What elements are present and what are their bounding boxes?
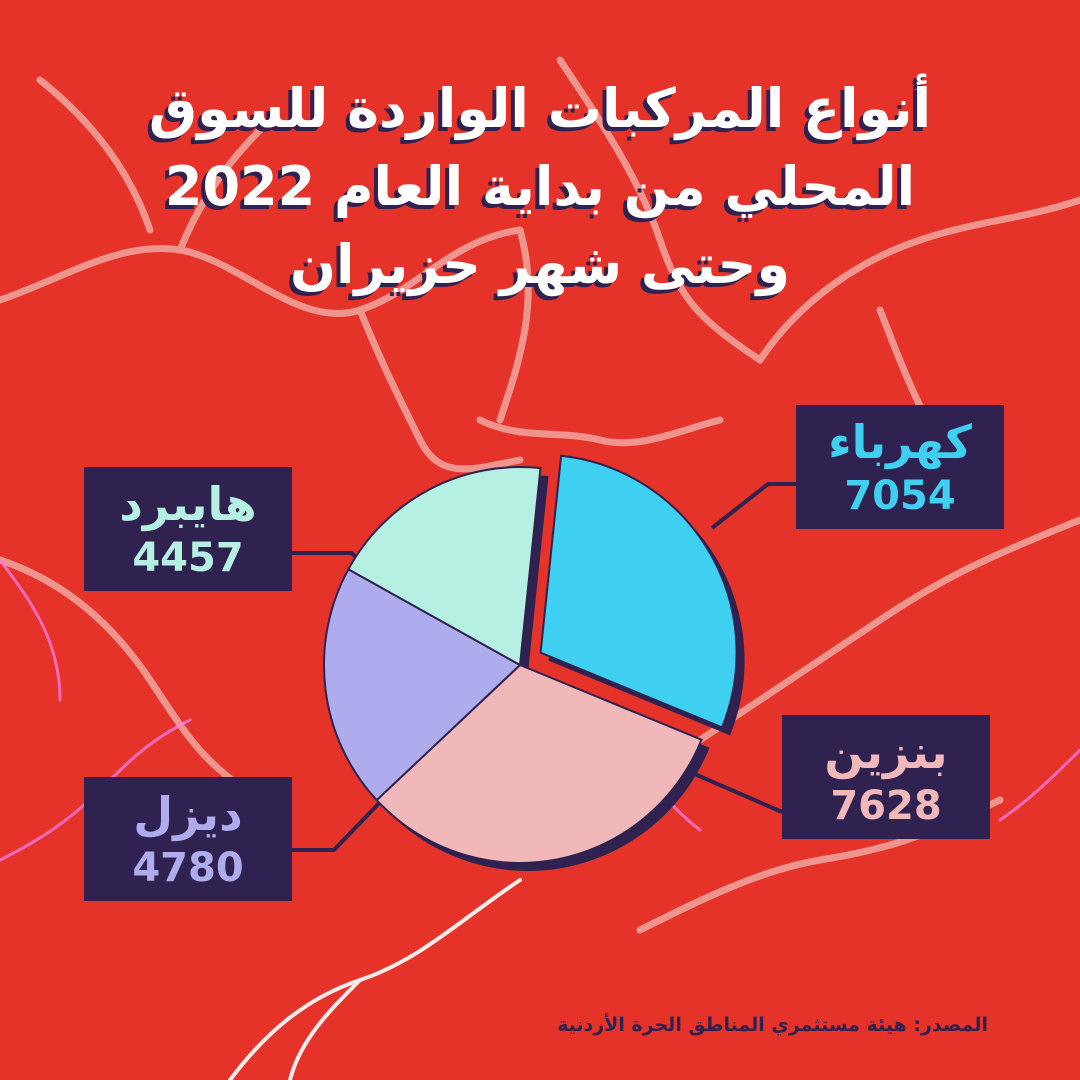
pie-slice-hybrid [347,466,542,667]
slice-value-diesel: 4780 [132,845,244,891]
pie-slices [322,454,745,871]
pie-slice-electric [539,454,738,729]
source-note: المصدر: هيئة مستثمري المناطق الحرة الأرد… [557,1014,988,1036]
label-box-diesel: ديزل 4780 [84,777,292,901]
slice-label-petrol: بنزين [824,725,948,779]
pie-slice-diesel [322,567,522,802]
title-line-2: المحلي من بداية العام 2022 [164,155,916,218]
title-line-3: وحتى شهر حزيران [289,233,791,296]
slice-label-hybrid: هايبرد [119,477,257,531]
slice-value-petrol: 7628 [830,783,942,829]
slice-value-hybrid: 4457 [132,535,244,581]
connector-electric [710,482,796,530]
label-box-hybrid: هايبرد 4457 [84,467,292,591]
pie-slice-petrol [375,663,703,864]
slice-label-electric: كهرباء [828,415,972,469]
label-box-petrol: بنزين 7628 [782,715,990,839]
label-box-electric: كهرباء 7054 [796,405,1004,529]
title-line-1: أنواع المركبات الواردة للسوق [148,77,932,140]
connector-diesel [292,796,386,852]
slice-label-diesel: ديزل [133,787,243,841]
chart-title: أنواع المركبات الواردة للسوق المحلي من ب… [60,70,1020,304]
slice-value-electric: 7054 [844,473,956,519]
